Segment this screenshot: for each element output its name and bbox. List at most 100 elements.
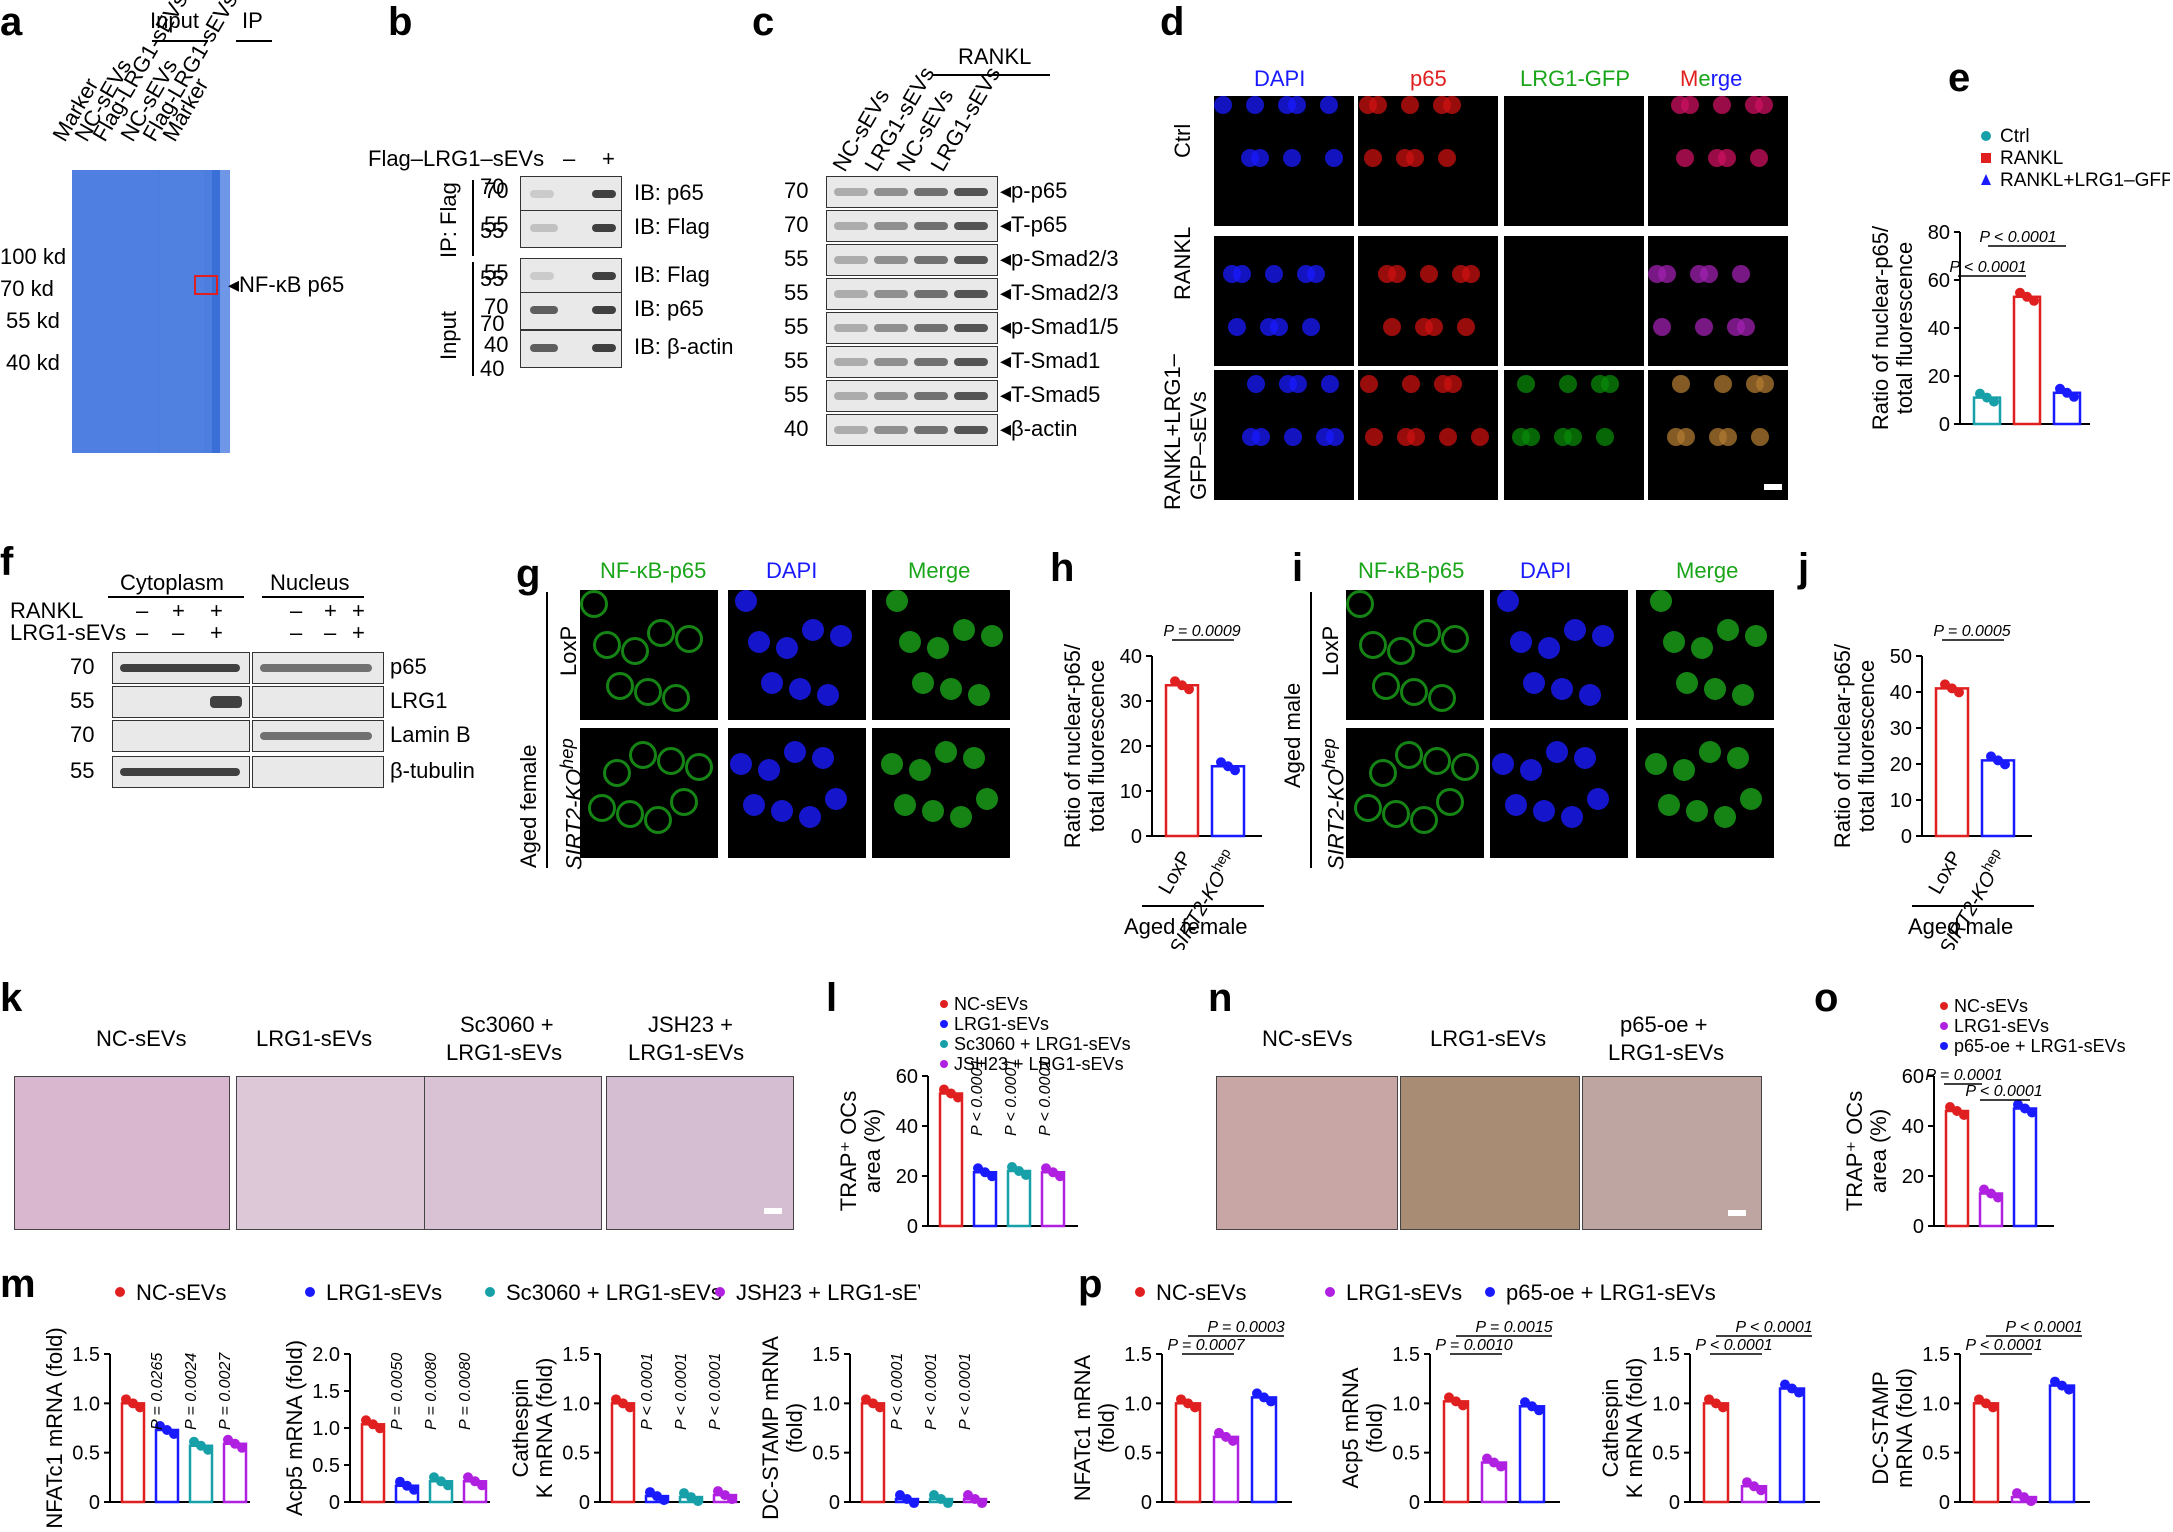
- g-micrograph: [580, 590, 718, 720]
- b-band: [530, 224, 558, 232]
- m1-tick-label: 0: [89, 1492, 100, 1514]
- i-col-2: DAPI: [1520, 558, 1572, 583]
- f-row-label: β-tubulin: [390, 758, 475, 783]
- d-scale-bar: [1764, 484, 1782, 490]
- i-cell: [1505, 794, 1527, 816]
- j-tick-label: 10: [1890, 790, 1912, 812]
- i-cell: [1551, 678, 1573, 700]
- m2-ylabel: Acp5 mRNA (fold): [282, 1340, 307, 1516]
- b-mw-label: 55: [484, 260, 509, 285]
- f-blot-nuc: [252, 756, 384, 788]
- d-cell: [1671, 96, 1689, 114]
- m4-tick-label: 1.0: [812, 1393, 840, 1415]
- p-legend-marker: [1325, 1287, 1335, 1297]
- g-cell: [950, 806, 972, 828]
- j-ylabel: total fluorescence: [1854, 660, 1879, 832]
- l-pval: P < 0.0001: [969, 1059, 986, 1136]
- p2-tick-label: 0.5: [1392, 1443, 1420, 1465]
- c-band: [914, 222, 948, 230]
- g-cell: [735, 590, 757, 612]
- f-rankl-sign: –: [290, 598, 303, 623]
- p1-point: [1228, 1435, 1238, 1446]
- c-band: [914, 290, 948, 298]
- c-band: [834, 188, 868, 196]
- p3-ylabel: Cathespin: [1598, 1378, 1623, 1477]
- p-legend: NC-sEVs LRG1-sEVs p65-oe + LRG1-sEVs: [1135, 1280, 1716, 1305]
- h-x-label: LoxP: [1154, 848, 1196, 898]
- a-mw-70: 70 kd: [0, 276, 54, 301]
- i-cell: [1346, 590, 1374, 618]
- m4-bar: [860, 1402, 886, 1504]
- i-cell: [1497, 590, 1519, 612]
- m3-tick-label: 0: [579, 1492, 590, 1514]
- panel-label-c: c: [752, 0, 775, 44]
- p4-point: [1988, 1402, 1998, 1413]
- o-tick-label: 40: [1902, 1116, 1924, 1138]
- h-bar: [1210, 765, 1246, 838]
- panel-label-g: g: [516, 552, 541, 596]
- d-cell: [1713, 96, 1731, 114]
- c-band: [914, 392, 948, 400]
- g-cell: [953, 619, 975, 641]
- m4-pval: P < 0.0001: [957, 1353, 974, 1430]
- d-cell: [1591, 375, 1609, 393]
- panel-label-p: p: [1078, 1262, 1103, 1306]
- m1-tick-label: 0.5: [72, 1443, 100, 1465]
- k-image-2: [236, 1076, 426, 1230]
- c-row-label: ◂β-actin: [1000, 416, 1078, 441]
- i-cell: [1732, 684, 1754, 706]
- l-tick-label: 20: [896, 1166, 918, 1188]
- p1-tick-label: 0: [1141, 1492, 1152, 1514]
- g-cell: [593, 631, 621, 659]
- c-band: [834, 392, 868, 400]
- g-cell: [603, 759, 631, 787]
- panel-label-i: i: [1292, 546, 1304, 590]
- d-cell: [1596, 428, 1614, 446]
- e-bar: [2012, 295, 2042, 426]
- p2-tick-label: 0: [1409, 1492, 1420, 1514]
- c-row-label: ◂T-Smad1: [1000, 348, 1101, 373]
- i-group: Aged male: [1280, 682, 1305, 788]
- m3-ylabel: Cathespin: [508, 1378, 533, 1477]
- j-pval: P = 0.0005: [1933, 623, 2010, 640]
- c-row-label: ◂p-Smad1/5: [1000, 314, 1119, 339]
- i-cell: [1676, 672, 1698, 694]
- i-micrograph: [1636, 590, 1774, 720]
- m-legend-marker: [115, 1287, 125, 1297]
- g-cell: [580, 590, 608, 618]
- j-ylabel: Ratio of nuclear-p65/: [1830, 643, 1855, 848]
- d-cell: [1246, 96, 1264, 114]
- c-band: [874, 324, 908, 332]
- a-group-ip: IP: [242, 8, 263, 33]
- j-point: [1954, 687, 1964, 698]
- b-mw: 70: [480, 310, 505, 336]
- l-tick-label: 40: [896, 1116, 918, 1138]
- p4-bar: [2048, 1384, 2076, 1504]
- g-cell: [606, 672, 634, 700]
- g-col-2: DAPI: [766, 558, 818, 583]
- d-cell: [1260, 318, 1278, 336]
- g-micrograph: [580, 728, 718, 858]
- d-row-combo-2: GFP–sEVs: [1186, 391, 1211, 500]
- l-legend-marker: [940, 1000, 948, 1008]
- p4-point: [2064, 1384, 2074, 1395]
- o-legend-marker: [1940, 1022, 1948, 1030]
- i-cell: [1523, 672, 1545, 694]
- e-legend-marker: [1981, 131, 1991, 141]
- c-band: [874, 290, 908, 298]
- d-cell: [1439, 428, 1457, 446]
- d-cell: [1383, 318, 1401, 336]
- m2-point: [477, 1480, 487, 1491]
- p-legend-label: NC-sEVs: [1156, 1280, 1246, 1305]
- a-gel: [72, 170, 212, 453]
- g-cell: [968, 684, 990, 706]
- j-group: 0 10 20 30 40 50 Ratio of nuclear-p65/total fl…: [1830, 623, 2032, 848]
- e-tick-label: 20: [1928, 366, 1950, 388]
- n-image-3: [1582, 1076, 1762, 1230]
- p-legend-marker: [1135, 1287, 1145, 1297]
- i-micrograph: [1636, 728, 1774, 858]
- d-cell: [1434, 375, 1452, 393]
- d-micrograph: [1214, 370, 1354, 500]
